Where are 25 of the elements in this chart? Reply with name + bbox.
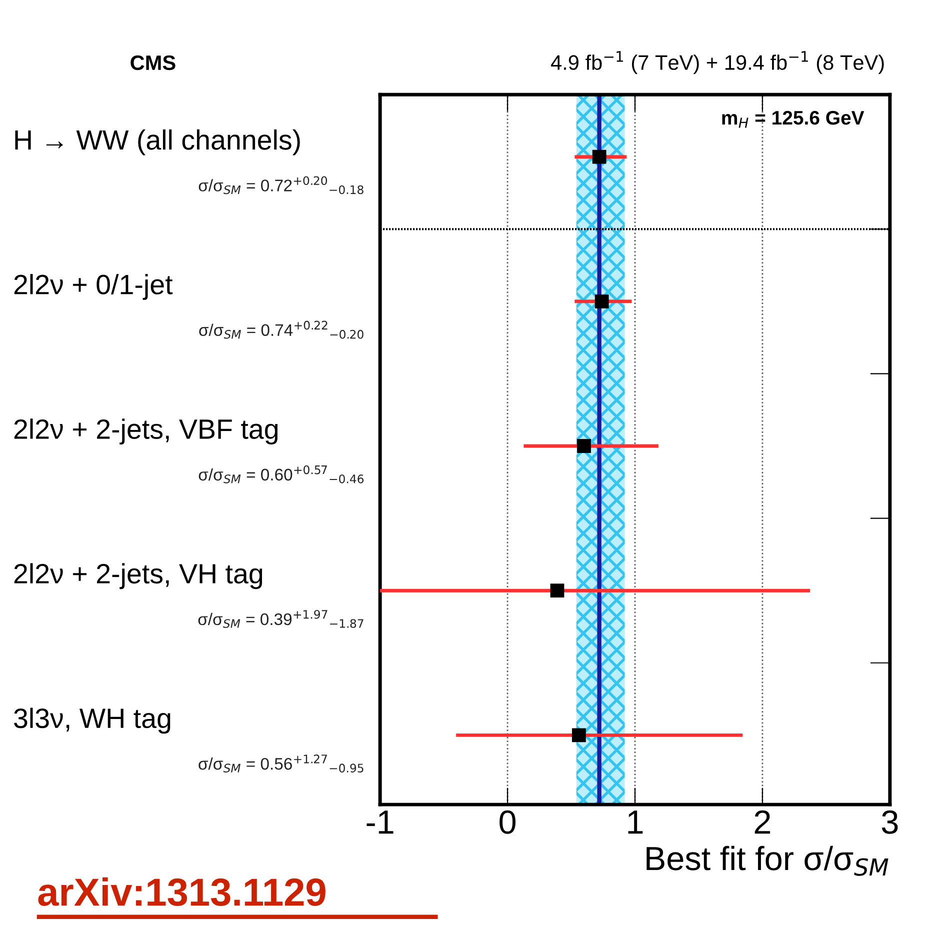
point [577, 439, 591, 453]
x-tick-label: 0 [500, 810, 516, 834]
data-label: σ/σ$_{SM}$ = 0.60$^{+0.57}$$_{−0.46}$ [198, 465, 364, 484]
x-tick-label: 2 [754, 810, 770, 834]
y-tick-label: H → WW (all channels) [15, 129, 300, 156]
y-tick-label: 2l2ν + 2-jets, VBF tag [14, 418, 278, 444]
data-label: σ/σ$_{SM}$ = 0.56$^{+1.27}$$_{−0.95}$ [198, 754, 364, 772]
x-axis-title: Best fit for σ/σ$_{SM}$ [646, 846, 888, 876]
point [594, 294, 609, 308]
data-label: σ/σ$_{SM}$ = 0.72$^{+0.20}$$_{−0.18}$ [198, 176, 364, 194]
point [572, 728, 586, 742]
y-tick-label: 2l2ν + 2-jets, VH tag [14, 563, 262, 590]
x-tick-label: -1 [366, 810, 394, 834]
text: arXiv:1313.1129 [38, 877, 326, 906]
y-tick-label: 2l2ν + 0/1-jet [14, 274, 173, 300]
x-tick-label: 3 [882, 810, 898, 834]
y-tick-label: 3l3ν, WH tag [14, 708, 170, 734]
data-label: σ/σ$_{SM}$ = 0.74$^{+0.22}$$_{−0.20}$ [199, 320, 364, 339]
annotation: m$_{H}$ = 125.6 GeV [722, 110, 864, 128]
point [592, 150, 606, 164]
x-tick-label: 1 [628, 810, 643, 834]
point [550, 584, 564, 598]
text: CMS [130, 55, 176, 70]
data-label: σ/σ$_{SM}$ = 0.39$^{+1.97}$$_{−1.87}$ [198, 610, 364, 628]
chart-subtitle: 4.9 fb$^{−1}$ (7 TeV) + 19.4 fb$^{−1}$ (8 TeV) [550, 51, 884, 74]
